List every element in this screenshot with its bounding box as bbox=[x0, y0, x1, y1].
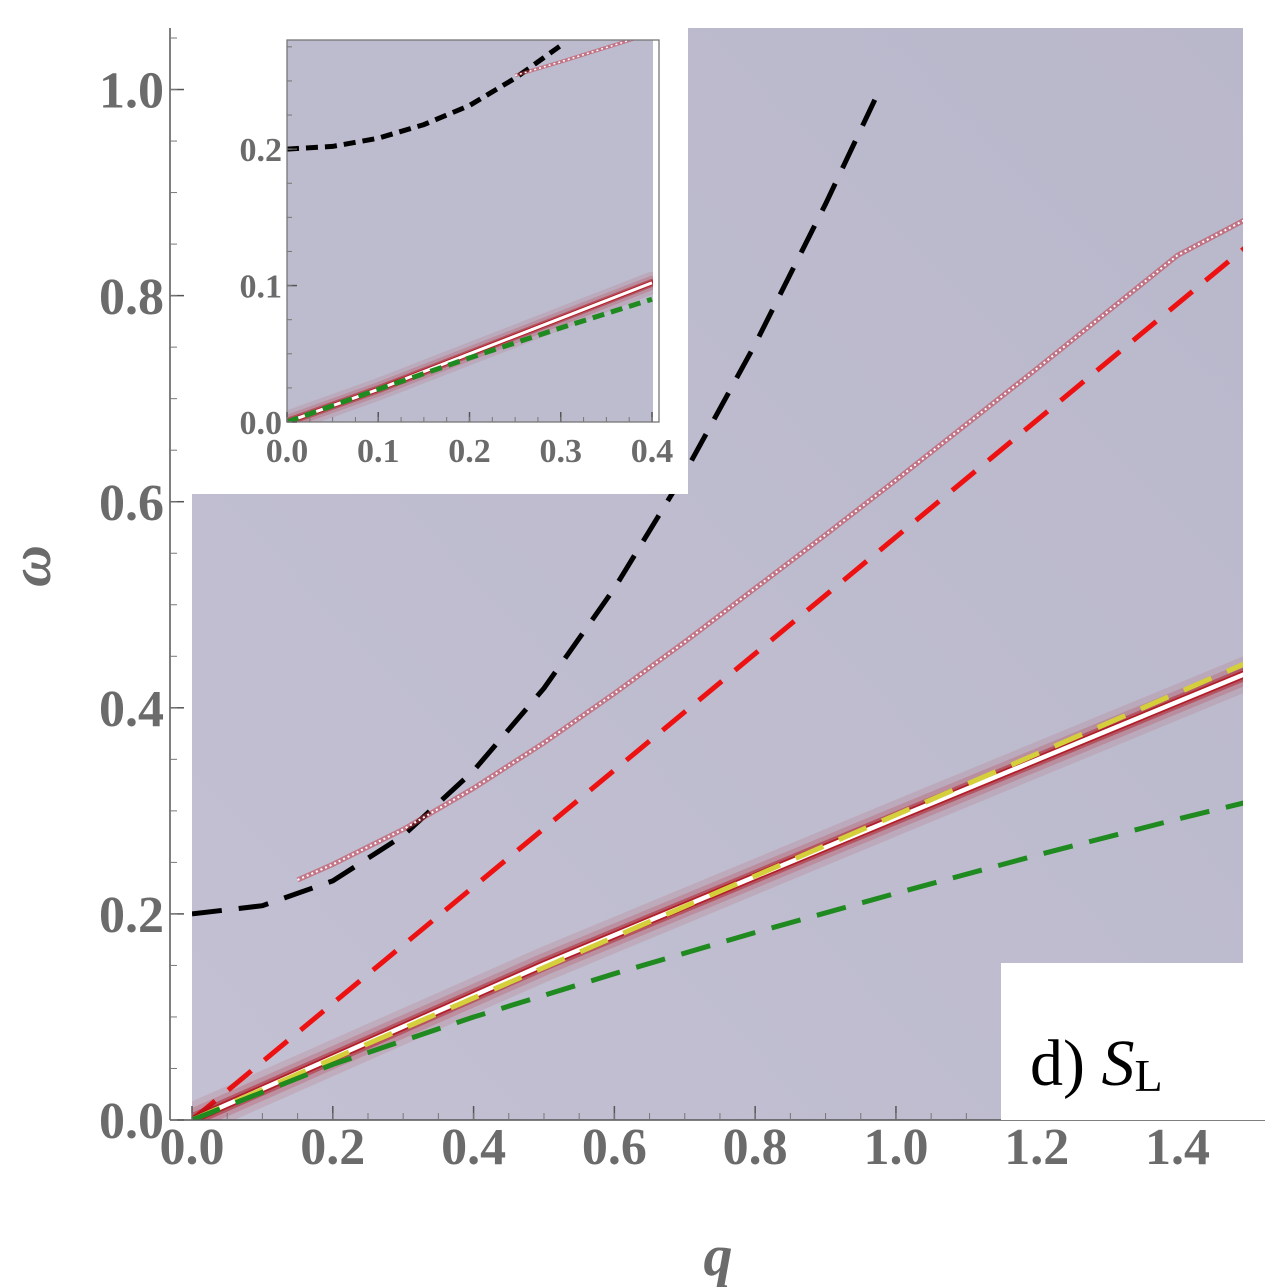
x-tick-label: 0.2 bbox=[300, 1119, 365, 1176]
x-axis-title: q bbox=[704, 1223, 733, 1287]
y-tick-label: 0.8 bbox=[99, 269, 164, 326]
main-ticks bbox=[170, 37, 1249, 1121]
series-gapped-mode bbox=[192, 98, 878, 917]
x-tick-label: 0.6 bbox=[582, 1119, 647, 1176]
y-tick-label: 0.2 bbox=[240, 132, 283, 169]
x-tick-label: 1.2 bbox=[1004, 1119, 1069, 1176]
y-tick-label: 0.2 bbox=[99, 887, 164, 944]
series-linear-guide-red bbox=[192, 246, 1243, 1120]
inset-tick-labels: 0.0 0.1 0.2 0.3 0.4 0.0 0.1 0.2 bbox=[240, 132, 674, 470]
y-tick-label: 0.0 bbox=[99, 1093, 164, 1150]
x-tick-label: 0.4 bbox=[441, 1119, 506, 1176]
x-tick-label: 0.1 bbox=[357, 433, 400, 470]
main-tick-labels: 0.0 0.2 0.4 0.6 0.8 1.0 1.2 1.4 0.0 0.2 0.4 0.6 0.8 1… bbox=[99, 63, 1210, 1176]
panel-label-box bbox=[1001, 963, 1265, 1120]
y-tick-label: 0.4 bbox=[99, 681, 164, 738]
x-tick-label: 0.2 bbox=[448, 433, 491, 470]
y-tick-label: 0.0 bbox=[240, 405, 283, 442]
inset-series-layer bbox=[287, 40, 653, 422]
panel-label-subscript: L bbox=[1134, 1050, 1162, 1101]
main-series-layer bbox=[192, 98, 1243, 1120]
inset-frame bbox=[286, 39, 660, 423]
panel-label-symbol: S bbox=[1101, 1027, 1134, 1100]
inset-chart: 0.0 0.1 0.2 0.3 0.4 0.0 0.1 0.2 bbox=[192, 28, 688, 494]
y-axis-title: ω bbox=[0, 545, 63, 587]
series-lower-guide-green bbox=[287, 296, 653, 422]
series-lower-guide-green bbox=[192, 800, 1243, 1120]
y-tick-label: 1.0 bbox=[99, 63, 164, 120]
x-tick-label: 0.0 bbox=[266, 433, 309, 470]
x-tick-label: 0.8 bbox=[723, 1119, 788, 1176]
y-tick-label: 0.1 bbox=[240, 268, 283, 305]
series-gapped-mode bbox=[287, 43, 563, 152]
panel-label: d) SL bbox=[1030, 1027, 1163, 1101]
x-tick-label: 0.3 bbox=[540, 433, 583, 470]
inset-ticks bbox=[286, 46, 653, 423]
series-upper-peak bbox=[514, 40, 633, 77]
x-tick-label: 1.4 bbox=[1145, 1119, 1210, 1176]
panel-label-prefix: d) bbox=[1030, 1027, 1101, 1100]
series-upper-peak bbox=[297, 219, 1243, 881]
y-tick-label: 0.6 bbox=[99, 475, 164, 532]
x-tick-label: 0.4 bbox=[631, 433, 674, 470]
x-tick-label: 1.0 bbox=[863, 1119, 928, 1176]
x-tick-label: 0.0 bbox=[160, 1119, 225, 1176]
series-linear-guide-yellow bbox=[192, 661, 1243, 1120]
